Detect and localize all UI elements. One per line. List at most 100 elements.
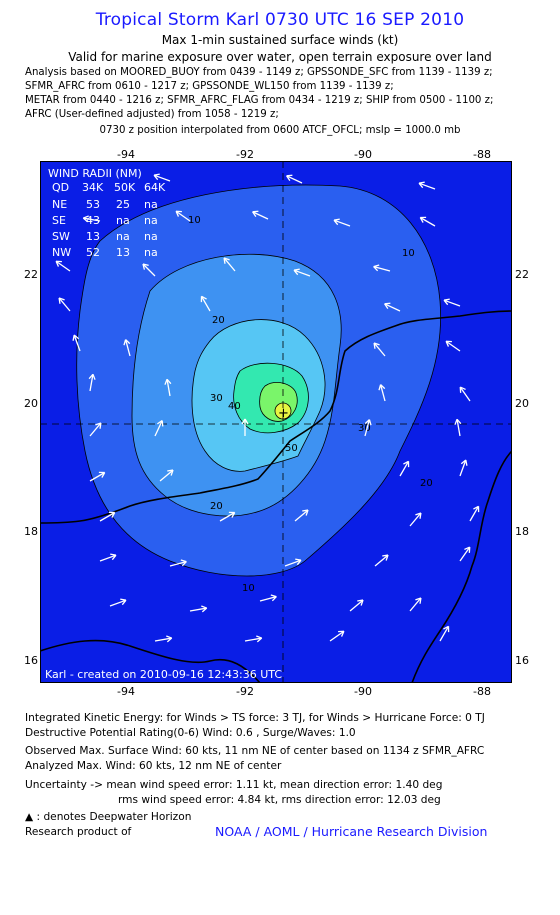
wind-arrow [223,257,236,272]
wind-radii-header: 64K [144,181,166,194]
wind-radii-50k: na [116,230,130,243]
wind-arrow [219,511,236,522]
wind-arrow [443,298,461,307]
coastline-yucatan [40,310,512,524]
wind-arrow [284,558,302,567]
wind-radii-quadrant: NE [52,198,67,211]
wind-arrow [169,559,187,567]
lon-tick-bottom: -90 [354,685,372,698]
wind-arrow [175,210,191,222]
page-title: Tropical Storm Karl 0730 UTC 16 SEP 2010 [95,10,465,30]
wind-arrow [189,605,208,613]
map-credit: Karl - created on 2010-09-16 12:43:36 UT… [45,668,282,681]
lon-tick-bottom: -94 [117,685,135,698]
wind-arrow [123,339,131,357]
subtitle-exposure: Valid for marine exposure over water, op… [68,50,492,64]
research-label: Research product of [25,826,132,838]
analysis-line: SFMR_AFRC from 0610 - 1217 z; GPSSONDE_W… [25,81,394,92]
wind-radii-34k: 43 [86,214,100,227]
wind-radii-34k: 53 [86,198,100,211]
wind-radii-quadrant: NW [52,246,71,259]
contour-label: 20 [212,315,225,326]
wind-arrow [293,268,311,277]
contour-label: 10 [242,583,255,594]
wind-arrow [445,340,461,352]
dpr-line: Destructive Potential Rating(0-6) Wind: … [25,727,356,739]
uncertainty-mean: Uncertainty -> mean wind speed error: 1.… [25,779,443,791]
lat-tick-right: 20 [515,397,529,410]
deepwater-legend: ▲ : denotes Deepwater Horizon [25,811,192,823]
wind-arrow [99,511,116,522]
lat-tick-left: 16 [24,654,38,667]
wind-radii-64k: na [144,246,158,259]
lat-tick-left: 22 [24,268,38,281]
wind-arrow [58,297,71,312]
wind-arrow [72,334,81,352]
wind-arrow [409,597,422,612]
noaa-credit: NOAA / AOML / Hurricane Research Divisio… [215,824,488,839]
wind-arrow [384,302,401,312]
wind-arrow [409,512,422,527]
contour-label: 40 [228,401,241,412]
wind-arrow [333,218,351,227]
wind-arrow [459,546,471,562]
wind-radii-64k: na [144,214,158,227]
wind-arrow [159,469,174,482]
lat-tick-left: 18 [24,525,38,538]
analysis-line: AFRC (User-defined adjusted) from 1058 -… [25,109,279,120]
position-note: 0730 z position interpolated from 0600 A… [99,125,461,136]
wind-arrow [88,373,96,392]
wind-arrow [154,635,173,643]
wind-radii-50k: 25 [116,198,130,211]
wind-radii-quadrant: SW [52,230,70,243]
wind-arrow [374,554,389,567]
wind-arrow [164,378,172,397]
coastline-south-mexico [40,639,261,683]
wind-vectors [55,173,480,643]
contour-label: 30 [358,423,371,434]
ike-line: Integrated Kinetic Energy: for Winds > T… [25,712,485,724]
wind-arrow [459,386,471,402]
wind-arrow [469,505,480,522]
wind-radii-header: QD [52,181,69,194]
wind-arrow [454,418,462,437]
coastline-central-america [411,450,512,683]
wind-radii-title: WIND RADII (NM) [48,167,142,180]
uncertainty-rms: rms wind speed error: 4.84 kt, rms direc… [118,794,441,806]
contour-label: 50 [285,443,298,454]
wind-arrow [378,384,386,402]
lon-tick-bottom: -88 [473,685,491,698]
analysis-line: Analysis based on MOORED_BUOY from 0439 … [25,67,493,78]
wind-arrow [286,174,303,184]
contour-label: 20 [420,478,433,489]
wind-arrow [244,635,263,643]
observed-max-wind: Observed Max. Surface Wind: 60 kts, 11 n… [25,745,485,757]
wind-arrow [349,599,364,612]
map-frame [40,161,512,683]
lon-tick-top: -94 [117,148,135,161]
contour-label: 20 [210,501,223,512]
wind-arrow [89,471,106,482]
wind-radii-quadrant: SE [52,214,66,227]
wind-arrow [153,173,171,182]
wind-radii-table: WIND RADII (NM) QD 34K 50K 64K NE 53 25 … [48,167,166,259]
wind-arrow [399,460,410,477]
wind-arrow [418,181,436,190]
analysis-line: METAR from 0440 - 1216 z; SFMR_AFRC_FLAG… [25,95,494,106]
lon-tick-top: -92 [236,148,254,161]
wind-arrow [373,264,391,272]
wind-arrow [55,260,71,272]
wind-arrow [419,216,436,227]
lat-tick-right: 16 [515,654,529,667]
lon-tick-top: -88 [473,148,491,161]
contour-label: 30 [210,393,223,404]
wind-arrow [252,210,269,220]
wind-arrow [142,263,156,277]
lat-tick-right: 22 [515,268,529,281]
wind-arrow [364,419,372,437]
wind-arrow [241,418,249,436]
wind-radii-34k: 13 [86,230,100,243]
lat-tick-right: 18 [515,525,529,538]
wind-radii-header: 34K [82,181,104,194]
wind-arrow [99,553,117,562]
